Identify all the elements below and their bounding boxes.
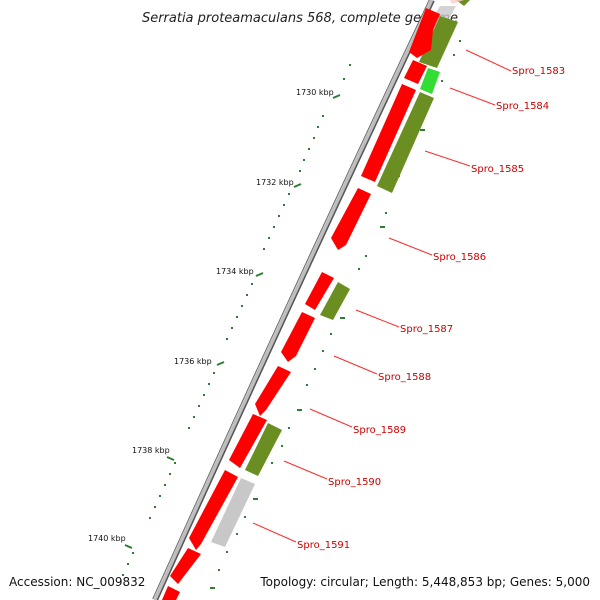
scale-label: 1730 kbp [296,88,334,97]
cds-feature[interactable] [305,272,334,310]
gene-label[interactable]: Spro_1585 [471,164,524,175]
cds-feature[interactable] [361,84,416,182]
gene-label[interactable]: Spro_1586 [433,252,486,263]
cds-feature[interactable] [419,16,458,68]
gene-label[interactable]: Spro_1584 [496,101,549,112]
forward-strand-features [162,0,464,600]
cds-feature[interactable] [281,312,315,362]
gene-label[interactable]: Spro_1583 [512,66,565,77]
cds-feature[interactable] [450,0,464,4]
reverse-strand-features [211,0,470,547]
cds-feature[interactable] [377,92,434,193]
map-title: Serratia proteamaculans 568, complete ge… [142,11,458,26]
genome-summary-text: Topology: circular; Length: 5,448,853 bp… [259,575,590,589]
gene-label[interactable]: Spro_1589 [353,425,406,436]
cds-feature[interactable] [229,414,267,468]
cds-feature[interactable] [331,188,371,250]
cds-feature[interactable] [189,470,238,550]
cds-feature[interactable] [409,8,440,58]
scale-label: 1736 kbp [174,357,212,366]
gene-label[interactable]: Spro_1588 [378,372,431,383]
scale-label: 1734 kbp [216,267,254,276]
gene-label[interactable]: Spro_1587 [400,324,453,335]
cds-feature-highlight[interactable] [420,68,440,94]
cds-feature[interactable] [162,586,180,600]
scale-ticks [122,40,461,589]
accession-text: Accession: NC_009832 [9,575,145,589]
genome-backbone [152,0,435,600]
other-feature[interactable] [211,478,255,547]
cds-feature[interactable] [404,60,427,84]
gene-labels: Spro_1583 Spro_1584 Spro_1585 Spro_1586 … [252,49,565,551]
cds-feature[interactable] [255,366,291,416]
scale-label: 1740 kbp [88,534,126,543]
scale-label: 1732 kbp [256,178,294,187]
cds-feature[interactable] [170,548,201,584]
gene-label[interactable]: Spro_1591 [297,540,350,551]
cds-feature[interactable] [320,282,350,320]
cds-feature[interactable] [245,423,282,476]
scale-labels: 1730 kbp 1732 kbp 1734 kbp 1736 kbp 1738… [88,88,334,543]
gene-label[interactable]: Spro_1590 [328,477,381,488]
scale-label: 1738 kbp [132,446,170,455]
